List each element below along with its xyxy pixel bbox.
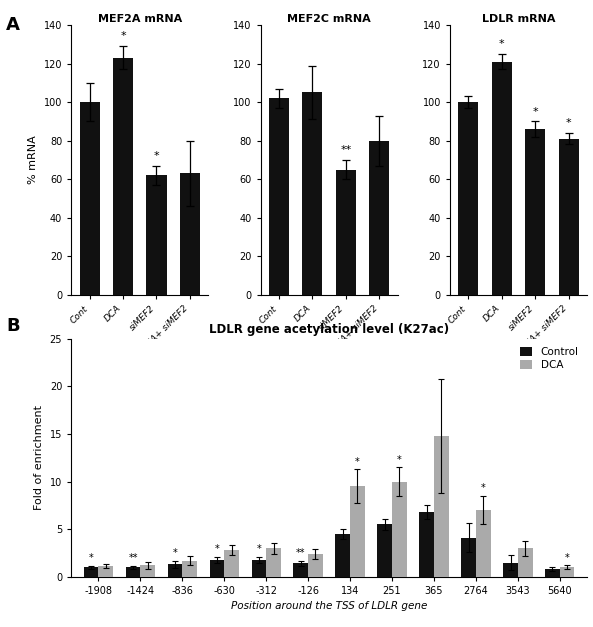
Bar [560,567,575,577]
Bar [308,554,323,577]
Bar [476,510,490,577]
Bar [369,140,390,295]
Text: *: * [89,554,94,564]
Title: MEF2C mRNA: MEF2C mRNA [287,14,371,24]
Text: *: * [154,151,160,161]
Bar [98,566,113,577]
Bar [168,564,182,577]
Bar [492,61,512,295]
Text: *: * [355,456,360,466]
Bar [146,176,167,295]
Text: *: * [397,455,401,465]
Bar [79,102,100,295]
Text: B: B [6,317,20,335]
Text: A: A [6,16,20,34]
Bar [251,560,266,577]
Title: LDLR gene acetylation level (K27ac): LDLR gene acetylation level (K27ac) [209,323,449,336]
Bar [518,548,533,577]
Y-axis label: % mRNA: % mRNA [28,135,38,184]
Bar [461,538,476,577]
Bar [377,524,392,577]
Bar [294,564,308,577]
Text: **: ** [128,554,138,564]
Text: **: ** [340,145,352,155]
Text: *: * [120,31,126,41]
Bar [113,58,133,295]
Bar [503,562,518,577]
Title: MEF2A mRNA: MEF2A mRNA [98,14,182,24]
Bar [545,569,560,577]
Bar [336,534,350,577]
Text: *: * [173,548,177,558]
Bar [209,560,224,577]
Bar [350,487,365,577]
Text: *: * [565,553,569,563]
Bar [84,567,98,577]
Bar [224,550,239,577]
X-axis label: Position around the TSS of LDLR gene: Position around the TSS of LDLR gene [231,601,428,611]
Bar [141,566,155,577]
Title: LDLR mRNA: LDLR mRNA [482,14,555,24]
Text: *: * [215,544,219,554]
Bar [434,436,449,577]
Bar [525,129,545,295]
Bar [559,139,579,295]
Legend: Control, DCA: Control, DCA [517,344,582,373]
Bar [269,98,289,295]
Bar [180,173,200,295]
Text: *: * [566,118,572,128]
Bar [266,548,281,577]
Text: *: * [499,39,505,49]
Bar [392,482,407,577]
Bar [458,102,479,295]
Bar [336,169,356,295]
Text: *: * [481,483,486,493]
Text: *: * [533,107,538,117]
Bar [126,567,141,577]
Bar [419,512,434,577]
Bar [182,561,197,577]
Text: *: * [257,544,262,554]
Bar [302,93,323,295]
Text: **: ** [296,548,305,558]
Y-axis label: Fold of enrichment: Fold of enrichment [34,405,44,510]
